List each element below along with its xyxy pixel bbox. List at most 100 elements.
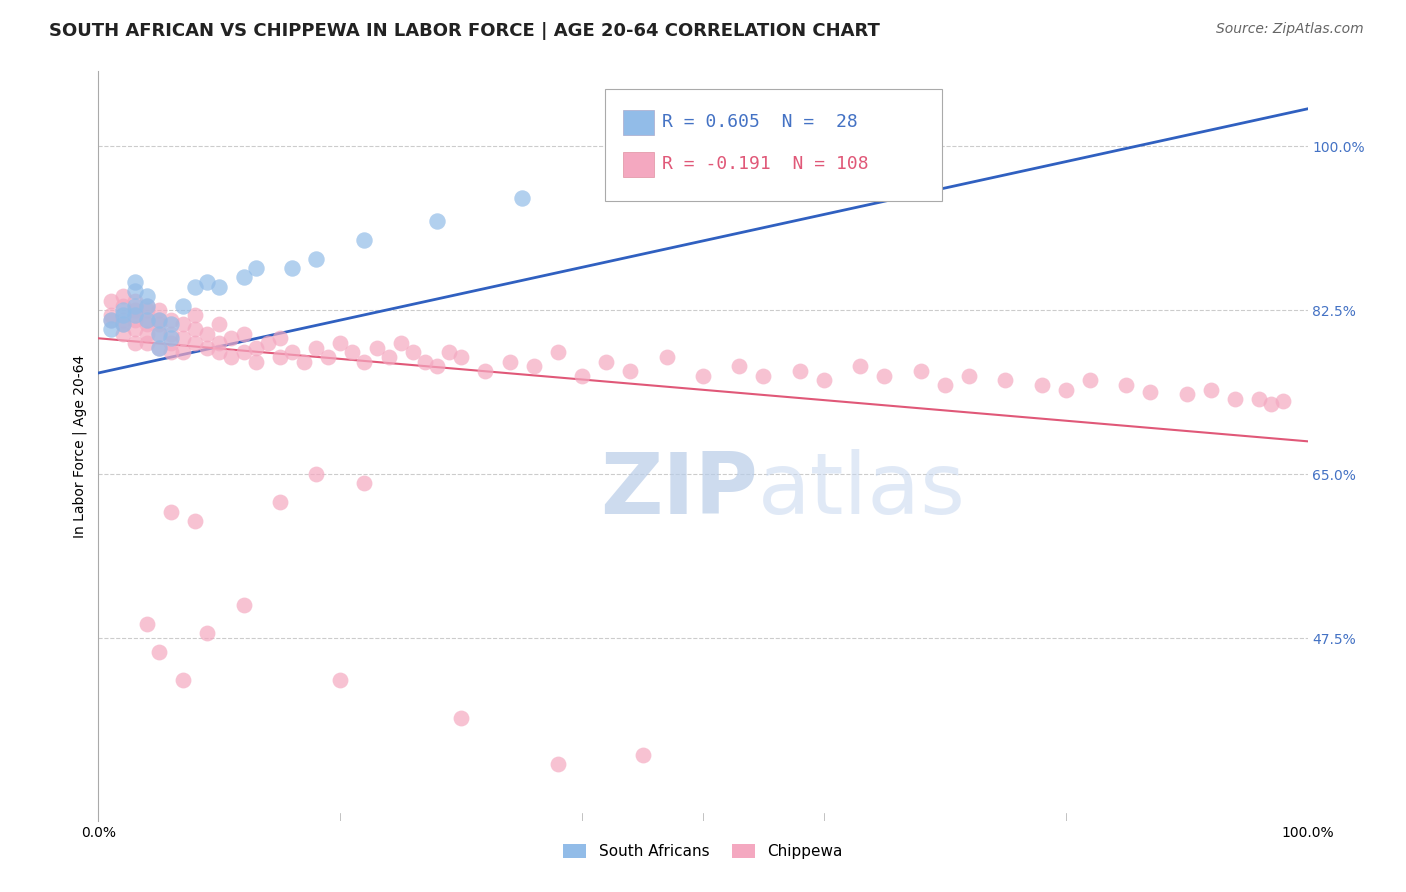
Point bbox=[111, 326, 134, 341]
Point bbox=[316, 350, 339, 364]
Point bbox=[135, 318, 157, 332]
Point bbox=[160, 505, 183, 519]
Point bbox=[305, 467, 328, 482]
Point bbox=[111, 318, 134, 332]
Point bbox=[172, 331, 194, 345]
Point bbox=[329, 336, 352, 351]
Point bbox=[148, 312, 170, 326]
Point bbox=[1139, 384, 1161, 399]
Point bbox=[208, 345, 231, 359]
Point bbox=[100, 312, 122, 326]
Point bbox=[269, 350, 291, 364]
Point bbox=[547, 757, 569, 772]
Point bbox=[571, 368, 593, 383]
Point bbox=[160, 336, 183, 351]
Point bbox=[752, 368, 775, 383]
Point bbox=[281, 261, 304, 276]
Point bbox=[148, 303, 170, 318]
Point bbox=[111, 312, 134, 326]
Point bbox=[221, 350, 243, 364]
Point bbox=[353, 233, 375, 247]
Point bbox=[1115, 378, 1137, 392]
Point bbox=[269, 495, 291, 509]
Point bbox=[135, 299, 157, 313]
Point bbox=[1054, 383, 1077, 397]
Point bbox=[124, 322, 146, 336]
Point bbox=[148, 326, 170, 341]
Text: atlas: atlas bbox=[758, 450, 966, 533]
Point bbox=[195, 626, 218, 640]
Point bbox=[124, 308, 146, 322]
Point bbox=[450, 710, 472, 724]
Point bbox=[474, 364, 496, 378]
Point bbox=[160, 312, 183, 326]
Point bbox=[510, 191, 533, 205]
Point bbox=[111, 289, 134, 303]
Point bbox=[245, 341, 267, 355]
Point bbox=[135, 336, 157, 351]
Point bbox=[1078, 374, 1101, 388]
Point bbox=[135, 299, 157, 313]
Point bbox=[195, 275, 218, 289]
Legend: South Africans, Chippewa: South Africans, Chippewa bbox=[557, 838, 849, 865]
Point bbox=[994, 374, 1017, 388]
Point bbox=[148, 312, 170, 326]
Point bbox=[523, 359, 546, 374]
Point bbox=[692, 368, 714, 383]
Point bbox=[195, 326, 218, 341]
Text: ZIP: ZIP bbox=[600, 450, 758, 533]
Point bbox=[232, 270, 254, 285]
Point bbox=[450, 350, 472, 364]
Point bbox=[655, 350, 678, 364]
Point bbox=[232, 345, 254, 359]
Y-axis label: In Labor Force | Age 20-64: In Labor Force | Age 20-64 bbox=[72, 354, 87, 538]
Point bbox=[619, 364, 641, 378]
Point bbox=[208, 318, 231, 332]
Point bbox=[135, 326, 157, 341]
Point bbox=[1249, 392, 1271, 407]
Point bbox=[172, 345, 194, 359]
Point bbox=[124, 312, 146, 326]
Point bbox=[934, 378, 956, 392]
Point bbox=[160, 331, 183, 345]
Point bbox=[208, 280, 231, 294]
Point bbox=[342, 345, 364, 359]
Point bbox=[281, 345, 304, 359]
Text: Source: ZipAtlas.com: Source: ZipAtlas.com bbox=[1216, 22, 1364, 37]
Point bbox=[292, 355, 315, 369]
Point bbox=[631, 748, 654, 763]
Point bbox=[184, 336, 207, 351]
Point bbox=[305, 252, 328, 266]
Point bbox=[135, 312, 157, 326]
Point bbox=[111, 308, 134, 322]
Point bbox=[100, 322, 122, 336]
Point bbox=[1199, 383, 1222, 397]
Point bbox=[124, 293, 146, 308]
Point bbox=[245, 355, 267, 369]
Text: R = -0.191  N = 108: R = -0.191 N = 108 bbox=[662, 155, 869, 173]
Point bbox=[873, 368, 896, 383]
Text: R = 0.605  N =  28: R = 0.605 N = 28 bbox=[662, 113, 858, 131]
Point bbox=[232, 326, 254, 341]
Point bbox=[426, 214, 449, 228]
Point bbox=[184, 308, 207, 322]
Point bbox=[135, 289, 157, 303]
Point bbox=[160, 318, 183, 332]
Point bbox=[124, 275, 146, 289]
Point bbox=[100, 308, 122, 322]
Point bbox=[1260, 397, 1282, 411]
Point bbox=[1223, 392, 1246, 407]
Point bbox=[329, 673, 352, 688]
Point bbox=[232, 599, 254, 613]
Point bbox=[437, 345, 460, 359]
Point bbox=[269, 331, 291, 345]
Point bbox=[957, 368, 980, 383]
Point bbox=[160, 326, 183, 341]
Point bbox=[111, 318, 134, 332]
Point bbox=[813, 374, 835, 388]
Point bbox=[124, 299, 146, 313]
Point bbox=[221, 331, 243, 345]
Point bbox=[148, 326, 170, 341]
Point bbox=[728, 359, 751, 374]
Point bbox=[1175, 387, 1198, 401]
